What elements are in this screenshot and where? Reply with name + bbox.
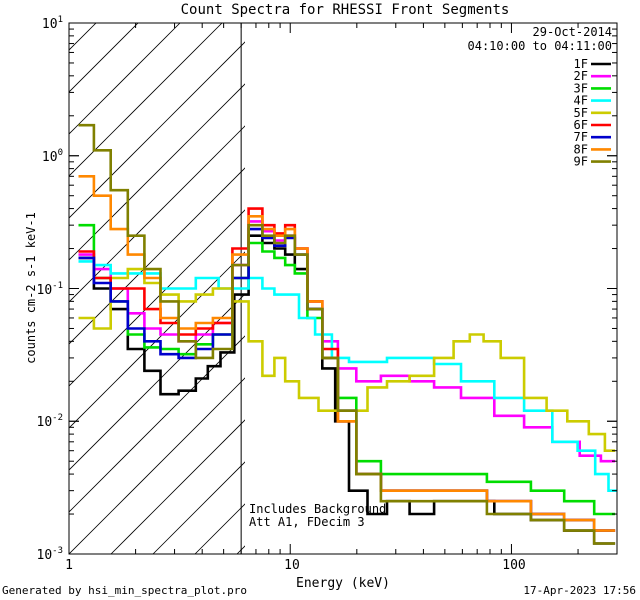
legend-label-5f: 5F <box>574 106 588 120</box>
hatch-line <box>69 335 245 513</box>
legend-label-6f: 6F <box>574 118 588 132</box>
hatch-line <box>69 23 181 135</box>
y-tick-label-1e-1: 10-1 <box>37 281 64 298</box>
axis-ticks <box>68 22 618 555</box>
background-annotation: Includes Background <box>249 502 386 516</box>
chart-title: Count Spectra for RHESSI Front Segments <box>181 2 510 18</box>
x-tick-label-100: 100 <box>502 558 525 573</box>
x-tick-label-1: 1 <box>65 558 73 573</box>
y-axis-label: counts cm-2 s-1 keV-1 <box>24 212 38 364</box>
series-line-4f <box>78 260 617 492</box>
x-tick-label-10: 10 <box>284 558 300 573</box>
attenuator-annotation: Att A1, FDecim 3 <box>249 515 365 529</box>
hatch-line <box>69 41 245 219</box>
hatch-line <box>69 251 245 429</box>
series-line-8f <box>78 175 616 532</box>
hatch-line <box>69 209 245 387</box>
y-tick-label-1e-3: 10-3 <box>37 546 64 563</box>
hatch-line <box>69 125 245 303</box>
legend-label-1f: 1F <box>574 57 588 71</box>
y-tick-label-1e-2: 10-2 <box>37 413 64 430</box>
y-tick-label-1e1: 101 <box>42 15 63 32</box>
x-axis-label: Energy (keV) <box>296 576 390 591</box>
hatch-line <box>69 377 245 554</box>
footer-generated-by: Generated by hsi_min_spectra_plot.pro <box>2 584 247 597</box>
hatch-line <box>69 293 245 471</box>
series-line-9f <box>78 123 616 545</box>
legend-label-3f: 3F <box>574 81 588 95</box>
legend-label-9f: 9F <box>574 155 588 169</box>
y-tick-label-1e0: 100 <box>42 148 63 165</box>
legend-label-4f: 4F <box>574 94 588 108</box>
series-line-3f <box>78 223 616 516</box>
legend-date: 29-Oct-2014 <box>533 25 612 39</box>
hatch-line <box>69 23 139 93</box>
legend-label-7f: 7F <box>574 130 588 144</box>
footer-timestamp: 17-Apr-2023 17:56 <box>523 584 636 597</box>
hatch-line <box>110 419 245 554</box>
hatch-line <box>69 23 223 177</box>
series-layer <box>78 123 617 545</box>
legend-time-range: 04:10:00 to 04:11:00 <box>468 39 613 53</box>
legend-label-2f: 2F <box>574 69 588 83</box>
legend-label-8f: 8F <box>574 142 588 156</box>
hatch-line <box>69 83 245 261</box>
